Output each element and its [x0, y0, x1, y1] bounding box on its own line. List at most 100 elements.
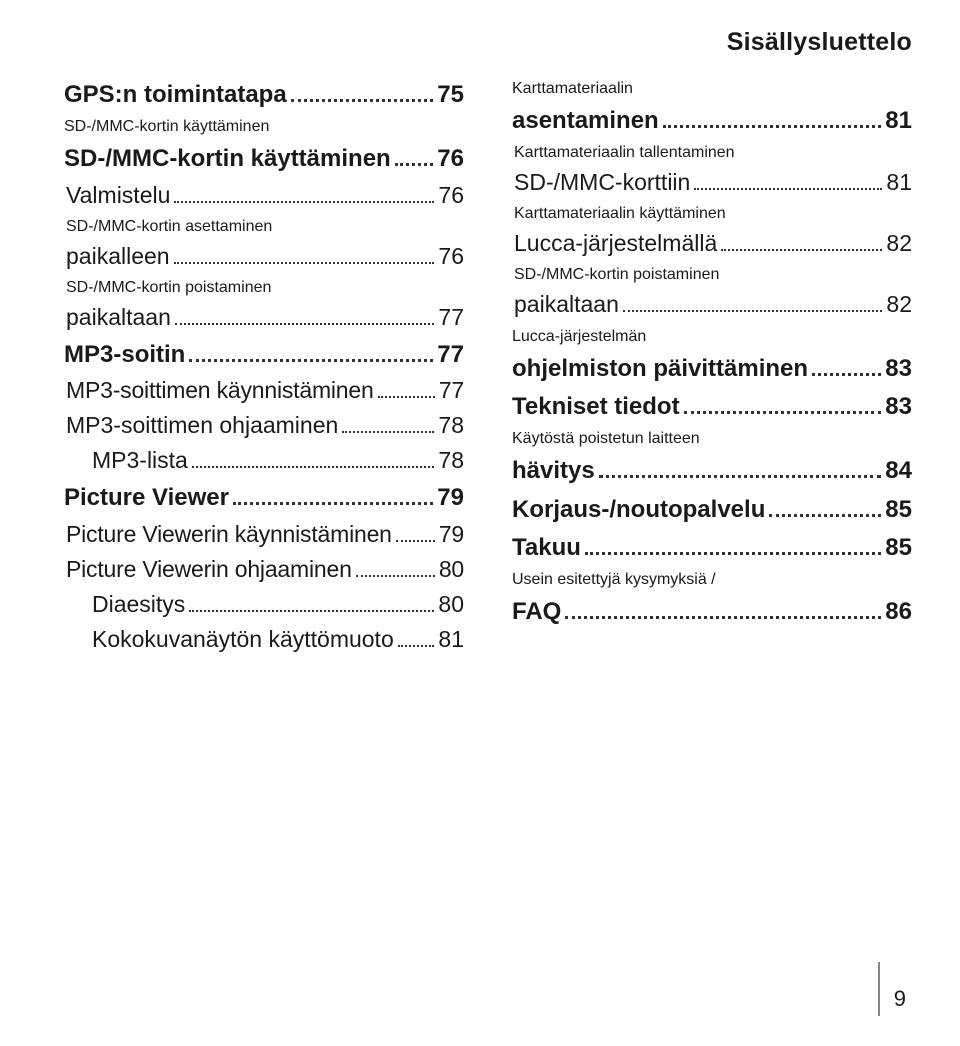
toc-entry-page: 84: [885, 455, 912, 487]
toc-entry: MP3-soitin 77: [64, 339, 464, 371]
toc-entry-page: 82: [886, 228, 912, 259]
toc-leader-dots: [395, 147, 434, 167]
toc-leader-dots: [189, 594, 434, 612]
toc-leader-dots: [396, 524, 435, 542]
toc-entry-page: 77: [437, 339, 464, 371]
toc-entry-page: 82: [886, 289, 912, 320]
toc-entry-label: FAQ: [512, 596, 561, 628]
toc-entry-page: 80: [439, 554, 464, 585]
toc-entry-prefix: Karttamateriaalin: [512, 79, 912, 99]
toc-entry-page: 77: [439, 375, 464, 406]
toc-leader-dots: [769, 497, 881, 517]
toc-entry: Takuu 85: [512, 532, 912, 564]
toc-leader-dots: [599, 459, 882, 479]
toc-entry: asentaminen 81: [512, 105, 912, 137]
toc-leader-dots: [694, 172, 882, 190]
toc-entry-label: Lucca-järjestelmällä: [514, 228, 717, 259]
toc-entry-prefix: Usein esitettyjä kysymyksiä /: [512, 570, 912, 590]
toc-entry-label: GPS:n toimintatapa: [64, 79, 287, 111]
toc-entry-page: 76: [437, 143, 464, 175]
toc-entry-page: 80: [438, 589, 464, 620]
toc-entry-prefix: Lucca-järjestelmän: [512, 327, 912, 347]
toc-leader-dots: [812, 356, 881, 376]
toc-entry-label: Picture Viewerin käynnistäminen: [66, 519, 392, 550]
toc-entry-label: Tekniset tiedot: [512, 391, 680, 423]
toc-leader-dots: [175, 307, 435, 325]
toc-entry-label: Picture Viewer: [64, 482, 229, 514]
toc-entry-page: 76: [438, 241, 464, 272]
toc-entry-page: 81: [885, 105, 912, 137]
toc-entry-label: MP3-soitin: [64, 339, 185, 371]
toc-entry: hävitys 84: [512, 455, 912, 487]
toc-leader-dots: [189, 342, 433, 362]
toc-entry-label: paikalleen: [66, 241, 170, 272]
toc-entry-prefix: SD-/MMC-kortin poistaminen: [64, 278, 464, 298]
toc-entry-page: 85: [885, 532, 912, 564]
toc-entry-label: paikaltaan: [514, 289, 619, 320]
page-title: Sisällysluettelo: [64, 28, 912, 57]
toc-entry-prefix: SD-/MMC-kortin poistaminen: [512, 265, 912, 285]
toc-leader-dots: [233, 486, 433, 506]
toc-entry-page: 81: [438, 624, 464, 655]
toc-entry-label: MP3-lista: [92, 445, 188, 476]
toc-leader-dots: [623, 294, 883, 312]
toc-entry-prefix: Karttamateriaalin käyttäminen: [512, 204, 912, 224]
toc-leader-dots: [585, 535, 881, 555]
toc-entry-label: hävitys: [512, 455, 595, 487]
toc-entry-page: 76: [438, 180, 464, 211]
toc-entry-label: Diaesitys: [92, 589, 185, 620]
toc-leader-dots: [174, 246, 435, 264]
toc-entry-label: Takuu: [512, 532, 581, 564]
toc-entry: MP3-lista78: [64, 445, 464, 476]
toc-entry: Valmistelu 76: [64, 180, 464, 211]
toc-entry: paikaltaan 82: [512, 289, 912, 320]
toc-entry: SD-/MMC-korttiin81: [512, 167, 912, 198]
toc-entry-page: 85: [885, 494, 912, 526]
toc-entry: Picture Viewerin käynnistäminen 79: [64, 519, 464, 550]
toc-leader-dots: [721, 233, 882, 251]
toc-entry: GPS:n toimintatapa 75: [64, 79, 464, 111]
toc-entry: Picture Viewer79: [64, 482, 464, 514]
toc-entry-prefix: Käytöstä poistetun laitteen: [512, 429, 912, 449]
toc-leader-dots: [356, 559, 435, 577]
toc-entry-label: ohjelmiston päivittäminen: [512, 353, 808, 385]
page-number: 9: [894, 986, 906, 1012]
toc-entry: MP3-soittimen ohjaaminen78: [64, 410, 464, 441]
toc-entry: paikaltaan 77: [64, 302, 464, 333]
toc-left-column: GPS:n toimintatapa 75 SD-/MMC-kortin käytt…: [64, 73, 464, 659]
toc-entry-prefix: SD-/MMC-kortin asettaminen: [64, 217, 464, 237]
toc-entry-label: MP3-soittimen käynnistäminen: [66, 375, 374, 406]
toc-leader-dots: [192, 450, 435, 468]
toc-entry-label: SD-/MMC-kortin käyttäminen: [64, 143, 391, 175]
toc-entry-label: asentaminen: [512, 105, 659, 137]
toc-entry-label: MP3-soittimen ohjaaminen: [66, 410, 338, 441]
toc-entry-page: 83: [885, 391, 912, 423]
toc-right-column: Karttamateriaalin asentaminen 81 Karttamate…: [512, 73, 912, 659]
toc-entry: ohjelmiston päivittäminen 83: [512, 353, 912, 385]
toc-entry: FAQ86: [512, 596, 912, 628]
toc-entry-label: Picture Viewerin ohjaaminen: [66, 554, 352, 585]
toc-entry-label: paikaltaan: [66, 302, 171, 333]
page-number-box: 9: [878, 962, 906, 1012]
toc-entry: Diaesitys 80: [64, 589, 464, 620]
toc-entry: Kokokuvanäytön käyttömuoto 81: [64, 624, 464, 655]
toc-entry-page: 83: [885, 353, 912, 385]
toc-entry-page: 77: [438, 302, 464, 333]
toc-entry: Picture Viewerin ohjaaminen 80: [64, 554, 464, 585]
toc-entry-label: Kokokuvanäytön käyttömuoto: [92, 624, 394, 655]
toc-entry-label: SD-/MMC-korttiin: [514, 167, 690, 198]
toc-entry-label: Valmistelu: [66, 180, 170, 211]
toc-entry: paikalleen 76: [64, 241, 464, 272]
page-number-divider: [878, 962, 880, 1016]
toc-leader-dots: [663, 108, 882, 128]
toc-leader-dots: [684, 394, 882, 414]
toc-entry-page: 75: [437, 79, 464, 111]
toc-leader-dots: [565, 600, 881, 620]
toc-leader-dots: [174, 185, 434, 203]
toc-entry: Korjaus-/noutopalvelu 85: [512, 494, 912, 526]
toc-entry-label: Korjaus-/noutopalvelu: [512, 494, 765, 526]
toc-entry: MP3-soittimen käynnistäminen 77: [64, 375, 464, 406]
toc-leader-dots: [378, 380, 435, 398]
toc-entry: SD-/MMC-kortin käyttäminen 76: [64, 143, 464, 175]
toc-entry-page: 79: [439, 519, 464, 550]
